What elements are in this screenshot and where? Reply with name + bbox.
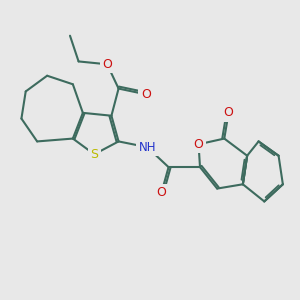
Text: O: O — [224, 106, 233, 119]
Text: NH: NH — [138, 141, 156, 154]
Text: O: O — [157, 186, 166, 200]
Text: O: O — [194, 138, 203, 151]
Text: O: O — [102, 58, 112, 71]
Text: S: S — [90, 148, 98, 161]
Text: O: O — [141, 88, 151, 101]
